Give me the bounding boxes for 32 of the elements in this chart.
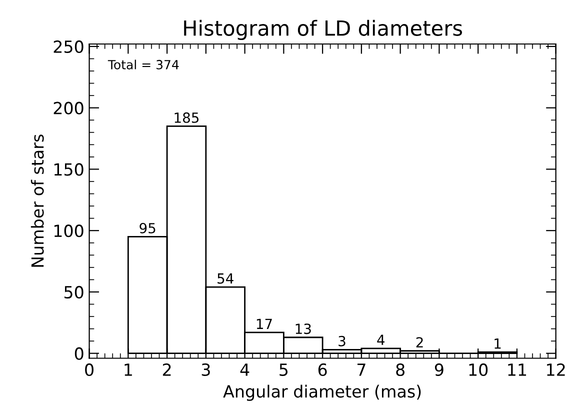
y-tick-label: 50 xyxy=(64,286,84,299)
data-label: 17 xyxy=(256,318,272,329)
x-tick-label: 12 xyxy=(547,363,565,376)
chart-title: Histogram of LD diameters xyxy=(184,20,462,40)
y-axis-title: Number of stars xyxy=(30,134,44,267)
x-axis-title: Angular diameter (mas) xyxy=(223,384,421,401)
x-tick-label: 11 xyxy=(508,364,526,376)
data-label: 185 xyxy=(174,112,199,123)
data-label: 95 xyxy=(140,222,156,234)
x-tick-label: 7 xyxy=(358,364,366,376)
data-label: 1 xyxy=(494,338,501,349)
x-tick-label: 2 xyxy=(162,363,171,376)
y-tick-label: 200 xyxy=(54,102,84,114)
y-tick-label: 0 xyxy=(74,347,84,360)
y-tick-label: 150 xyxy=(54,163,84,176)
x-tick-label: 10 xyxy=(469,363,488,376)
y-tick-label: 100 xyxy=(54,224,84,238)
data-label: 4 xyxy=(377,334,385,345)
x-tick-label: 5 xyxy=(280,364,288,376)
x-tick-label: 0 xyxy=(85,363,94,376)
x-tick-label: 1 xyxy=(124,364,132,376)
data-label: 2 xyxy=(416,337,423,348)
annotation: Total = 374 xyxy=(108,60,179,70)
data-label: 3 xyxy=(338,336,346,346)
x-tick-label: 6 xyxy=(318,363,327,376)
data-label: 54 xyxy=(218,273,234,284)
x-tick-label: 9 xyxy=(434,363,444,376)
x-tick-label: 4 xyxy=(240,364,250,376)
x-tick-label: 3 xyxy=(202,363,210,376)
x-tick-label: 8 xyxy=(396,363,404,376)
data-label: 13 xyxy=(296,324,311,334)
y-tick-label: 250 xyxy=(54,40,84,54)
